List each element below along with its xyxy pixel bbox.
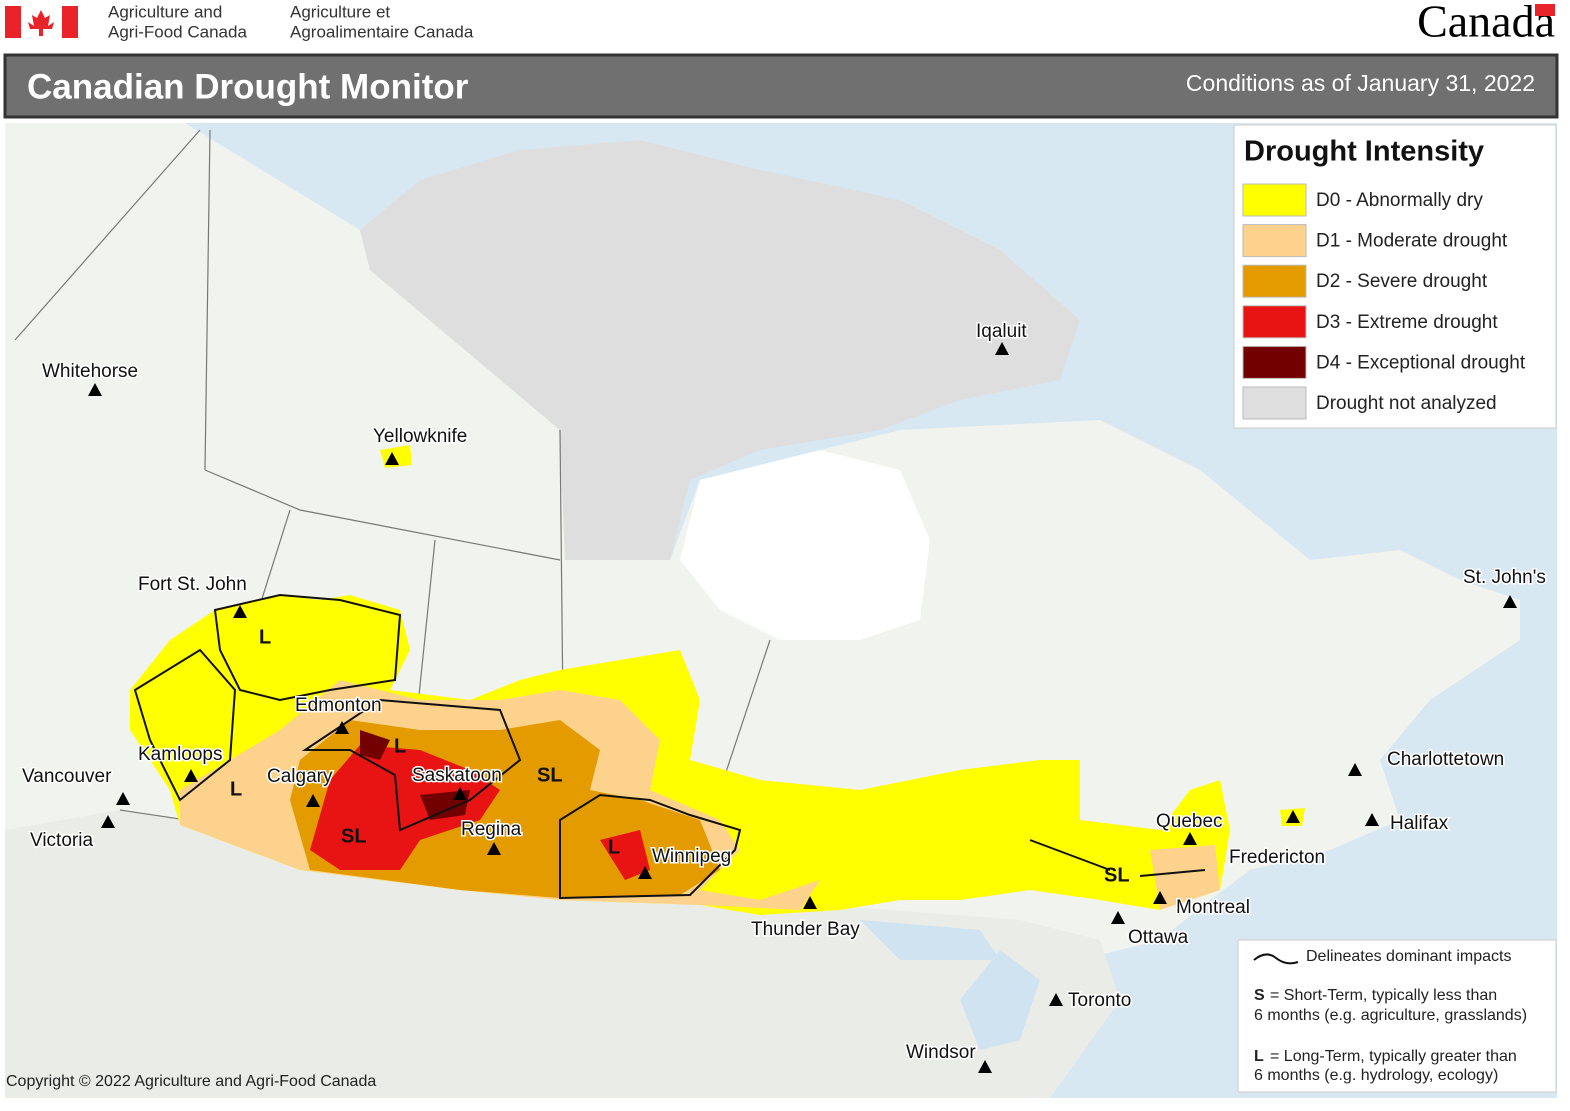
note-key: L xyxy=(1254,1048,1264,1065)
impact-label: SL xyxy=(1104,864,1130,886)
city-label: Thunder Bay xyxy=(751,919,860,940)
city-label: Montreal xyxy=(1176,897,1250,918)
city-label: Vancouver xyxy=(22,766,112,787)
legend-swatch xyxy=(1242,264,1307,298)
city-label: Victoria xyxy=(30,830,93,851)
drought-areas xyxy=(130,445,1305,915)
city-marker xyxy=(1286,810,1300,823)
city-label: Winnipeg xyxy=(652,846,731,867)
legend-label: D3 - Extreme drought xyxy=(1316,312,1498,333)
city-label: Fort St. John xyxy=(138,574,247,595)
legend-swatch xyxy=(1242,386,1307,420)
city-marker xyxy=(487,842,501,855)
city-marker xyxy=(116,792,130,805)
legend-label: D0 - Abnormally dry xyxy=(1316,190,1483,211)
city-marker xyxy=(385,452,399,465)
note: = Long-Term, typically greater than xyxy=(1270,1048,1517,1065)
legend-items: D0 - Abnormally dry D1 - Moderate drought… xyxy=(1242,183,1526,420)
note: 6 months (e.g. hydrology, ecology) xyxy=(1254,1067,1498,1084)
agency-fr: Agriculture et xyxy=(290,2,390,21)
city-label: Iqaluit xyxy=(976,321,1027,342)
city-label: Fredericton xyxy=(1229,847,1325,868)
legend-swatch xyxy=(1242,224,1307,258)
cities: Whitehorse Yellowknife Iqaluit Fort St. Joh… xyxy=(21,320,1547,1073)
city-marker xyxy=(1365,813,1379,826)
legend-label: D4 - Exceptional drought xyxy=(1316,352,1526,373)
note: 6 months (e.g. agriculture, grasslands) xyxy=(1254,1007,1527,1024)
city-marker xyxy=(1503,595,1517,608)
city-label: Kamloops xyxy=(138,744,223,765)
impact-label: SL xyxy=(341,825,367,847)
date: Conditions as of January 31, 2022 xyxy=(1186,70,1535,96)
city-label: Windsor xyxy=(906,1042,976,1063)
banner xyxy=(3,53,1559,119)
city-marker xyxy=(803,896,817,909)
city-marker xyxy=(1183,832,1197,845)
copyright: Copyright © 2022 Agriculture and Agri-Fo… xyxy=(6,1073,376,1090)
legend-label: Drought not analyzed xyxy=(1316,393,1497,414)
city-marker xyxy=(306,794,320,807)
city-label: St. John's xyxy=(1463,567,1546,588)
flag xyxy=(5,6,78,38)
agency-en: Agri-Food Canada xyxy=(108,22,247,41)
city-marker xyxy=(453,787,467,800)
title: Canadian Drought Monitor xyxy=(27,67,469,106)
legend-title: Drought Intensity xyxy=(1244,136,1484,168)
impact-label: L xyxy=(608,836,620,858)
city-marker xyxy=(1049,993,1063,1006)
city-label: Yellowknife xyxy=(373,426,467,447)
city-marker xyxy=(1348,763,1362,776)
city-label: Calgary xyxy=(267,766,333,787)
agency-en: Agriculture and xyxy=(108,2,222,21)
city-marker xyxy=(101,815,115,828)
note-key: S xyxy=(1254,987,1265,1004)
city-marker xyxy=(638,866,652,879)
note: Delineates dominant impacts xyxy=(1306,948,1511,965)
notes xyxy=(1237,939,1557,1093)
legend-label: D2 - Severe drought xyxy=(1316,271,1488,292)
legend-swatch xyxy=(1242,183,1307,217)
city-label: Saskatoon xyxy=(412,765,502,786)
city-label: Halifax xyxy=(1390,813,1449,834)
city-label: Toronto xyxy=(1068,990,1131,1011)
impact-label: L xyxy=(394,735,406,757)
city-marker xyxy=(995,342,1009,355)
note: = Short-Term, typically less than xyxy=(1270,987,1497,1004)
city-marker xyxy=(1153,891,1167,904)
impact-label: SL xyxy=(537,764,563,786)
legend-swatch xyxy=(1242,345,1307,379)
city-marker xyxy=(184,769,198,782)
legend-swatch xyxy=(1242,305,1307,339)
city-marker xyxy=(978,1060,992,1073)
impact-label: L xyxy=(259,626,271,648)
agency-fr: Agroalimentaire Canada xyxy=(290,22,474,41)
city-label: Quebec xyxy=(1156,811,1223,832)
city-marker xyxy=(88,383,102,396)
city-label: Regina xyxy=(461,819,522,840)
wordmark: Canada xyxy=(1417,0,1555,47)
city-label: Whitehorse xyxy=(42,361,138,382)
city-marker xyxy=(233,605,247,618)
line-key xyxy=(1253,953,1299,965)
city-marker xyxy=(335,721,349,734)
city-label: Edmonton xyxy=(295,695,382,716)
city-label: Charlottetown xyxy=(1387,749,1504,770)
legend-label: D1 - Moderate drought xyxy=(1316,231,1508,252)
wordmark-flag xyxy=(1535,4,1555,16)
city-label: Ottawa xyxy=(1128,927,1189,948)
city-marker xyxy=(1111,911,1125,924)
impact-label: L xyxy=(230,778,242,800)
